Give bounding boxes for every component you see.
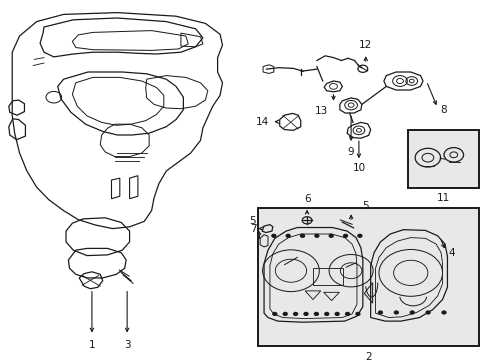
Text: 8: 8	[439, 105, 446, 115]
Circle shape	[304, 312, 307, 315]
Text: 6: 6	[303, 194, 310, 204]
Text: 5: 5	[361, 201, 368, 211]
Bar	[407, 130, 478, 188]
Bar	[312, 268, 343, 285]
Circle shape	[271, 234, 275, 237]
Text: 9: 9	[347, 147, 354, 157]
Text: 7: 7	[249, 224, 256, 234]
Text: 5: 5	[249, 216, 256, 226]
Circle shape	[283, 312, 286, 315]
Text: 11: 11	[436, 193, 449, 203]
Circle shape	[334, 312, 339, 315]
Text: 2: 2	[365, 352, 371, 360]
Circle shape	[378, 311, 382, 314]
Circle shape	[314, 234, 318, 237]
Bar	[258, 208, 478, 346]
Circle shape	[285, 234, 289, 237]
Text: 4: 4	[448, 248, 455, 258]
Circle shape	[328, 234, 332, 237]
Circle shape	[425, 311, 429, 314]
Bar	[258, 208, 478, 346]
Circle shape	[324, 312, 328, 315]
Text: 12: 12	[358, 40, 372, 50]
Circle shape	[441, 311, 445, 314]
Circle shape	[293, 312, 297, 315]
Circle shape	[345, 312, 349, 315]
Text: 10: 10	[352, 163, 365, 174]
Text: 13: 13	[314, 106, 327, 116]
Text: 1: 1	[88, 340, 95, 350]
Circle shape	[355, 312, 359, 315]
Text: 3: 3	[123, 340, 130, 350]
Circle shape	[300, 234, 304, 237]
Circle shape	[409, 311, 413, 314]
Text: 14: 14	[255, 117, 268, 127]
Circle shape	[393, 311, 398, 314]
Circle shape	[272, 312, 276, 315]
Circle shape	[343, 234, 347, 237]
Circle shape	[314, 312, 318, 315]
Circle shape	[357, 234, 361, 237]
